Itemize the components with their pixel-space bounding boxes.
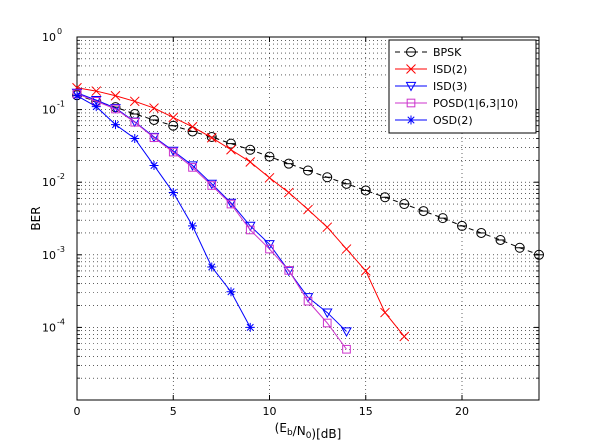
series-4 xyxy=(72,91,255,332)
y-tick-exponent: 0 xyxy=(57,27,62,36)
series-4-marker xyxy=(130,133,140,143)
series-1-marker xyxy=(206,132,217,143)
series-2-marker xyxy=(148,132,160,143)
legend-entry: ISD(2) xyxy=(395,63,467,76)
series-1-marker xyxy=(110,90,121,101)
series-1-marker xyxy=(129,96,140,107)
series-1-marker xyxy=(72,82,82,93)
y-tick-label: 10 xyxy=(42,31,56,44)
series-1-marker xyxy=(399,331,410,342)
series-1-marker xyxy=(245,157,256,167)
legend-entry: BPSK xyxy=(395,46,462,59)
series-2-marker xyxy=(206,179,218,190)
series-3-line xyxy=(76,93,347,350)
series-3-marker xyxy=(265,244,274,254)
series-1-marker xyxy=(360,266,371,276)
series-3-marker xyxy=(111,104,120,114)
series-1-marker xyxy=(226,144,236,155)
legend-label: ISD(3) xyxy=(433,80,467,93)
series-1-marker xyxy=(264,172,275,183)
series-1-marker xyxy=(380,307,390,318)
series-1-marker xyxy=(168,112,179,123)
series-2-marker xyxy=(167,146,179,157)
series-3 xyxy=(72,89,351,354)
series-1-marker xyxy=(149,103,159,113)
y-tick-exponent: -3 xyxy=(57,245,65,254)
y-tick-label: 10 xyxy=(42,176,56,189)
series-4-marker xyxy=(245,322,255,332)
series-layer xyxy=(71,82,544,354)
series-4-marker xyxy=(91,102,101,112)
legend-marker xyxy=(406,98,416,108)
legend-label: POSD(1|6,3|10) xyxy=(433,97,518,110)
legend-entry: POSD(1|6,3|10) xyxy=(395,97,518,110)
legend-marker xyxy=(406,64,416,74)
y-tick-label: 10 xyxy=(42,249,56,262)
legend-marker xyxy=(406,115,416,125)
series-1-marker xyxy=(283,187,294,198)
y-tick-exponent: -4 xyxy=(57,317,65,326)
series-4-marker xyxy=(111,120,120,130)
series-3-marker xyxy=(303,296,313,306)
series-3-marker xyxy=(130,117,140,127)
legend-label: ISD(2) xyxy=(433,63,467,76)
series-4-marker xyxy=(72,91,82,101)
x-tick-label: 5 xyxy=(170,405,177,418)
series-2-line xyxy=(76,92,347,332)
legend-label: OSD(2) xyxy=(433,114,473,127)
legend-entry: ISD(3) xyxy=(395,80,467,93)
y-tick-label: 10 xyxy=(42,321,56,334)
series-3-marker xyxy=(245,225,255,235)
series-3-marker xyxy=(284,266,294,275)
series-2 xyxy=(71,88,352,337)
x-tick-label: 20 xyxy=(455,405,469,418)
series-3-marker xyxy=(207,181,217,190)
series-4-marker xyxy=(149,160,159,170)
plot-area xyxy=(76,36,540,401)
x-axis-label: (Eb/N0)[dB] xyxy=(275,421,342,441)
series-3-marker xyxy=(188,163,197,172)
series-1-marker xyxy=(187,121,198,132)
series-1-marker xyxy=(341,244,352,254)
series-3-marker xyxy=(226,199,236,209)
series-2-marker xyxy=(264,240,275,250)
series-2-marker xyxy=(283,266,295,277)
series-1-marker xyxy=(91,86,102,96)
y-tick-exponent: -1 xyxy=(57,100,65,109)
series-3-marker xyxy=(149,133,159,143)
series-1-marker xyxy=(322,222,333,233)
series-4-marker xyxy=(168,188,178,198)
legend-marker xyxy=(405,81,417,92)
series-2-marker xyxy=(341,327,352,337)
series-4-marker xyxy=(188,221,197,231)
x-tick-label: 15 xyxy=(359,405,373,418)
y-axis-label: BER xyxy=(29,206,43,230)
x-tick-label: 0 xyxy=(74,405,81,418)
legend-entry: OSD(2) xyxy=(395,114,473,127)
y-tick-exponent: -2 xyxy=(57,172,65,181)
series-4-marker xyxy=(226,287,236,297)
series-3-marker xyxy=(322,318,332,328)
series-0 xyxy=(72,90,544,260)
series-2-marker xyxy=(225,198,237,209)
legend: BPSK ISD(2) ISD(3) POSD(1|6,3|10) OSD(2) xyxy=(388,39,537,134)
series-4-line xyxy=(76,95,251,328)
series-2-marker xyxy=(321,308,333,319)
series-3-marker xyxy=(168,147,178,157)
y-tick-label: 10 xyxy=(42,104,56,117)
series-3-marker xyxy=(342,344,351,354)
series-1-marker xyxy=(303,204,313,215)
x-tick-label: 10 xyxy=(263,405,277,418)
legend-label: BPSK xyxy=(433,46,462,59)
series-1 xyxy=(72,82,410,342)
series-4-marker xyxy=(207,262,217,272)
